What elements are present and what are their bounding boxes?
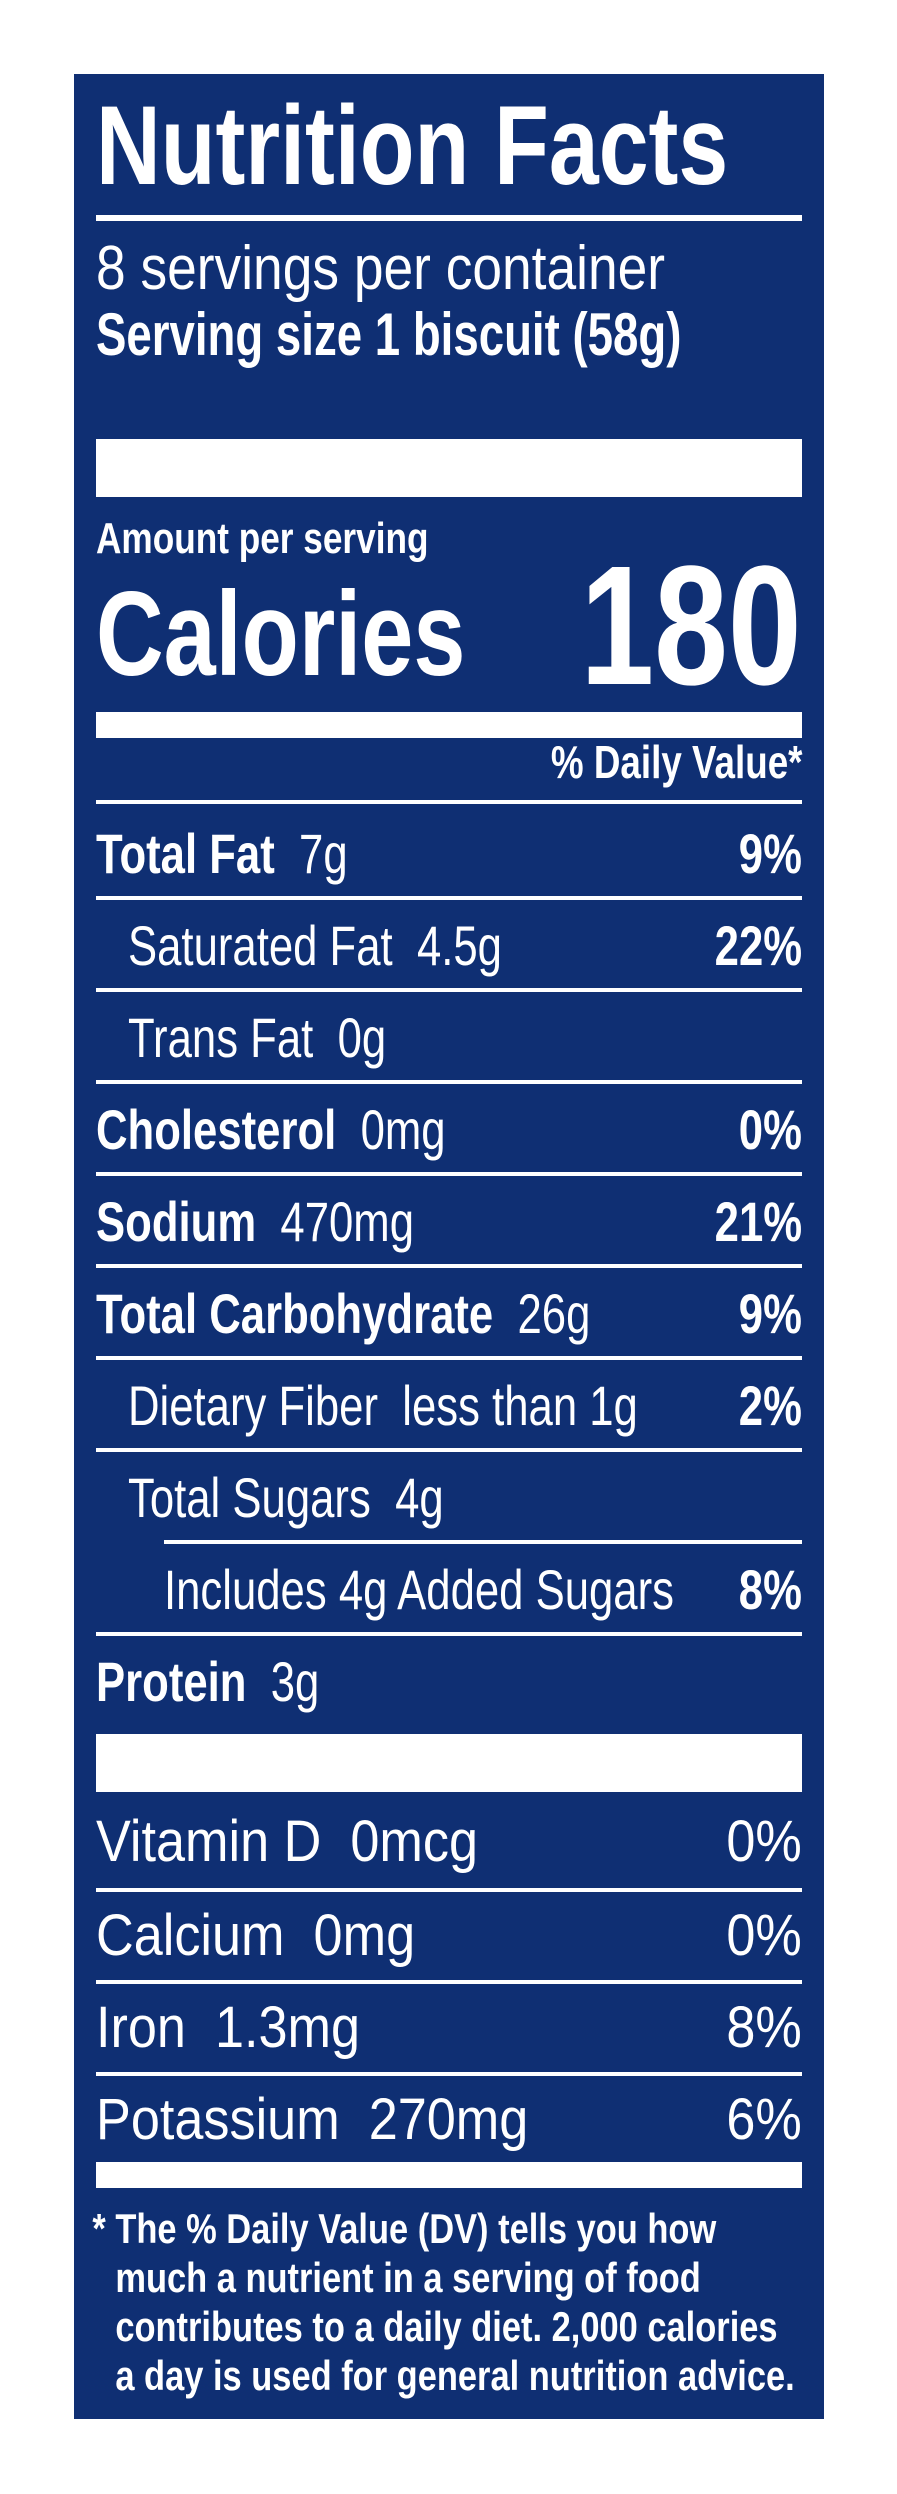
footnote-line: a day is used for general nutrition advi… — [115, 2352, 795, 2399]
footnote-line: contributes to a daily diet. 2,000 calor… — [115, 2303, 778, 2350]
label-title: Nutrition Facts — [96, 83, 729, 208]
footnote-line: much a nutrient in a serving of food — [115, 2254, 701, 2301]
nutrient-name: Total Fat — [96, 822, 275, 885]
vitamin-amount: 270mg — [368, 2087, 529, 2152]
nutrient-amount: 4g — [395, 1466, 444, 1529]
divider — [96, 1448, 802, 1452]
nutrient-amount: 3g — [270, 1650, 320, 1713]
footnote: * The % Daily Value (DV) tells you how m… — [92, 2204, 795, 2400]
vitamin-name: Potassium — [96, 2087, 340, 2152]
vitamin-amount: 0mcg — [350, 1809, 478, 1874]
nutrient-row-added-sugars: Includes 4g Added Sugars 8% — [164, 1546, 802, 1634]
footnote-asterisk: * — [92, 2205, 106, 2252]
nutrient-name: Saturated Fat — [128, 914, 393, 977]
thick-rule-footnote — [96, 2162, 802, 2188]
title-rule — [96, 215, 802, 221]
calories-label: Calories — [96, 567, 466, 701]
nutrient-dv: 9% — [738, 1282, 802, 1345]
daily-value-header: % Daily Value* — [550, 736, 802, 788]
nutrient-name: Dietary Fiber — [128, 1374, 379, 1437]
vitamin-dv: 8% — [726, 1995, 802, 2060]
nutrition-facts-panel: Nutrition Facts 8 servings per container… — [74, 74, 824, 2419]
serving-size-label: Serving size — [96, 301, 363, 368]
nutrient-row-total-sugars: Total Sugars 4g — [128, 1454, 802, 1542]
vitamin-name: Calcium — [96, 1903, 285, 1968]
nutrient-name: Sodium — [96, 1190, 257, 1253]
divider-added-sugars — [164, 1540, 802, 1544]
divider — [96, 1356, 802, 1360]
nutrient-dv: 0% — [738, 1098, 802, 1161]
nutrient-amount: less than 1g — [402, 1374, 638, 1437]
divider — [96, 1888, 802, 1892]
serving-size-value: 1 biscuit (58g) — [374, 301, 682, 368]
calories-value: 180 — [580, 531, 802, 721]
divider — [96, 1080, 802, 1084]
nutrient-row-trans-fat: Trans Fat 0g — [128, 994, 802, 1082]
nutrient-row-saturated-fat: Saturated Fat 4.5g 22% — [128, 902, 802, 990]
thick-rule-top — [96, 439, 802, 497]
divider — [96, 988, 802, 992]
vitamin-row-calcium: Calcium 0mg 0% — [96, 1892, 802, 1980]
nutrient-name: Total Sugars — [128, 1466, 371, 1529]
servings-per-container: 8 servings per container — [96, 234, 666, 303]
nutrient-dv: 21% — [714, 1190, 802, 1253]
divider — [96, 896, 802, 900]
nutrient-amount: 470mg — [280, 1190, 414, 1253]
nutrient-row-dietary-fiber: Dietary Fiber less than 1g 2% — [128, 1362, 802, 1450]
vitamin-name: Iron — [96, 1995, 186, 2060]
nutrient-amount: 7g — [299, 822, 348, 885]
divider — [96, 1632, 802, 1636]
nutrient-dv: 22% — [714, 914, 802, 977]
nutrient-amount: 0mg — [360, 1098, 446, 1161]
vitamin-dv: 0% — [726, 1809, 802, 1874]
nutrient-name: Total Carbohydrate — [96, 1282, 494, 1345]
nutrient-dv: 2% — [738, 1374, 802, 1437]
nutrient-name: Protein — [96, 1650, 247, 1713]
nutrient-row-protein: Protein 3g — [96, 1638, 802, 1726]
vitamin-amount: 1.3mg — [214, 1995, 361, 2060]
divider — [96, 1172, 802, 1176]
vitamin-dv: 6% — [726, 2087, 802, 2152]
divider-dv — [96, 800, 802, 804]
nutrient-name: Cholesterol — [96, 1098, 337, 1161]
thick-rule-vitamins — [96, 1734, 802, 1792]
divider — [96, 1264, 802, 1268]
nutrient-row-total-carbohydrate: Total Carbohydrate 26g 9% — [96, 1270, 802, 1358]
nutrient-dv: 8% — [738, 1558, 802, 1621]
nutrient-row-total-fat: Total Fat 7g 9% — [96, 810, 802, 898]
amount-per-serving: Amount per serving — [96, 514, 429, 563]
nutrient-name: Trans Fat — [128, 1006, 314, 1069]
nutrient-amount: 26g — [517, 1282, 591, 1345]
vitamin-amount: 0mg — [313, 1903, 416, 1968]
footnote-line: The % Daily Value (DV) tells you how — [115, 2205, 717, 2252]
calories-rule — [96, 712, 802, 738]
vitamin-row-iron: Iron 1.3mg 8% — [96, 1984, 802, 2072]
vitamin-row-potassium: Potassium 270mg 6% — [96, 2076, 802, 2164]
nutrient-row-sodium: Sodium 470mg 21% — [96, 1178, 802, 1266]
divider — [96, 1980, 802, 1984]
vitamin-row-vitamin-d: Vitamin D 0mcg 0% — [96, 1798, 802, 1886]
vitamin-dv: 0% — [726, 1903, 802, 1968]
serving-size: Serving size 1 biscuit (58g) — [96, 300, 681, 370]
divider — [96, 2072, 802, 2076]
nutrient-row-cholesterol: Cholesterol 0mg 0% — [96, 1086, 802, 1174]
nutrient-amount: 0g — [337, 1006, 387, 1069]
nutrient-dv: 9% — [738, 822, 802, 885]
nutrient-name: Includes 4g Added Sugars — [164, 1558, 674, 1621]
vitamin-name: Vitamin D — [96, 1809, 322, 1874]
nutrient-amount: 4.5g — [416, 914, 502, 977]
